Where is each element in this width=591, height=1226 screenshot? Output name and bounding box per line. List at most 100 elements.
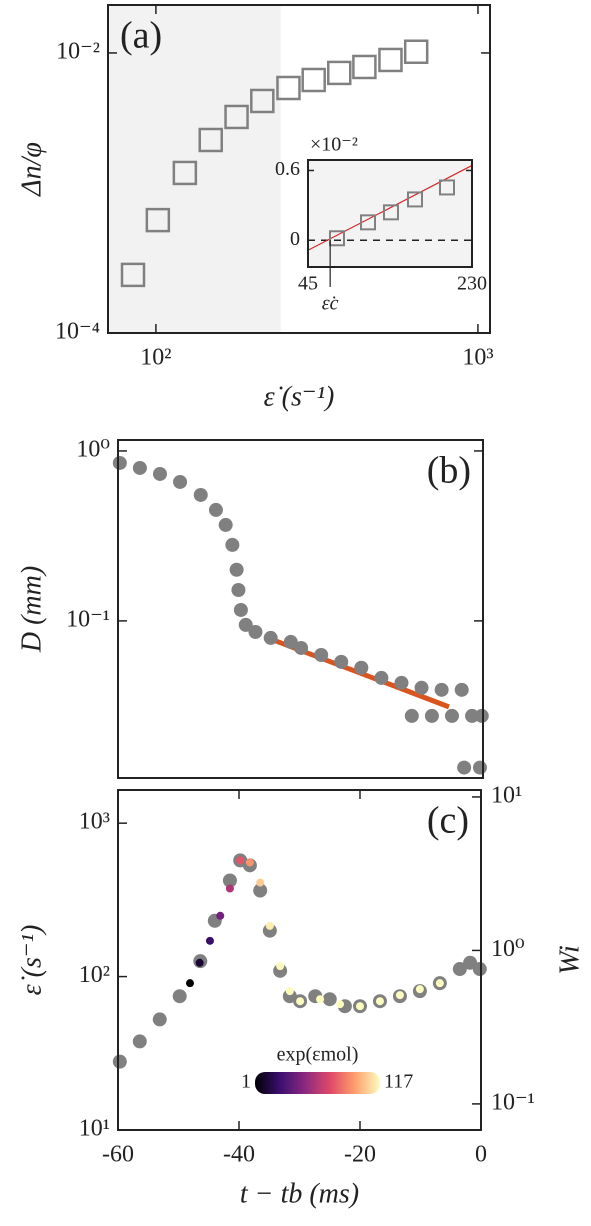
- data-point: [444, 708, 459, 723]
- data-point: [276, 962, 285, 971]
- x-tick-label: -40: [223, 1142, 255, 1168]
- data-point: [334, 654, 349, 669]
- y2-tick-label: 10¹: [491, 782, 522, 808]
- y2-axis-label: Wi: [554, 945, 585, 975]
- data-point: [248, 624, 263, 639]
- y2-tick-label: 10⁰: [491, 936, 525, 962]
- data-point: [198, 127, 223, 153]
- colorbar-tick-label: 1: [241, 1071, 251, 1093]
- data-point: [229, 562, 244, 577]
- plot-frame: [117, 439, 484, 779]
- x-tick-label: 230: [457, 273, 487, 295]
- panel-label: (c): [427, 800, 469, 842]
- data-point: [265, 921, 274, 930]
- data-point: [406, 191, 423, 208]
- data-point: [375, 997, 384, 1006]
- data-point: [263, 630, 278, 645]
- plot-frame: [117, 789, 482, 1131]
- data-point: [404, 708, 419, 723]
- threshold-label: ε̇c: [322, 293, 339, 315]
- data-point: [395, 991, 404, 1000]
- data-point: [285, 987, 294, 996]
- colorbar: [255, 1072, 380, 1094]
- y-axis-label: Δn/φ: [16, 142, 47, 197]
- data-point: [424, 708, 439, 723]
- data-point: [216, 911, 225, 920]
- data-point: [132, 1034, 147, 1049]
- data-point: [296, 997, 305, 1006]
- data-point: [301, 67, 326, 93]
- data-point: [238, 617, 253, 632]
- data-point: [225, 537, 240, 552]
- axis-multiplier: ×10⁻²: [310, 134, 358, 156]
- y2-tick-label: 10⁻¹: [491, 1089, 535, 1115]
- data-point: [231, 582, 246, 597]
- data-point: [457, 760, 472, 775]
- data-point: [145, 207, 171, 233]
- panel-label: (a): [120, 15, 162, 57]
- data-point: [382, 204, 399, 221]
- data-point: [233, 602, 248, 617]
- data-point: [378, 47, 403, 73]
- data-point: [208, 502, 223, 517]
- data-point: [374, 670, 389, 685]
- x-tick-label: 45: [298, 273, 318, 295]
- shaded-region: [108, 5, 281, 333]
- data-point: [352, 54, 377, 80]
- data-point: [439, 179, 456, 196]
- data-point: [336, 1000, 345, 1009]
- data-point: [314, 647, 329, 662]
- data-point: [435, 979, 444, 988]
- data-point: [205, 936, 214, 945]
- y-tick-label: 10⁻²: [56, 38, 100, 64]
- data-point: [452, 962, 467, 977]
- panel-label: (b): [427, 450, 471, 492]
- y-tick-label: 10⁻⁴: [55, 319, 100, 345]
- data-point: [112, 455, 127, 470]
- y-tick-label: 0.6: [275, 158, 300, 180]
- data-point: [394, 675, 409, 690]
- y-axis-label: D (mm): [16, 566, 47, 653]
- data-point: [185, 979, 194, 988]
- y-tick-label: 10¹: [79, 1116, 110, 1142]
- data-point: [414, 680, 429, 695]
- y-tick-label: 10²: [79, 962, 110, 988]
- data-point: [403, 39, 429, 64]
- data-point: [356, 1002, 364, 1011]
- plot-frame: [307, 159, 473, 268]
- data-point: [222, 873, 237, 888]
- data-point: [472, 962, 487, 977]
- data-point: [218, 517, 233, 532]
- data-point: [193, 487, 208, 502]
- x-tick-label: 10³: [462, 345, 493, 371]
- data-point: [328, 230, 345, 247]
- data-point: [354, 660, 369, 675]
- data-point: [360, 214, 377, 231]
- data-point: [294, 640, 309, 655]
- data-point: [472, 760, 487, 775]
- data-point: [245, 858, 254, 867]
- data-point: [415, 985, 424, 994]
- plot-background: [118, 440, 483, 778]
- data-point: [327, 60, 352, 86]
- data-point: [454, 682, 469, 697]
- data-point: [112, 1054, 127, 1069]
- x-axis-label: t − tb (ms): [240, 1178, 359, 1209]
- data-point: [172, 989, 187, 1004]
- data-point: [152, 466, 167, 481]
- x-tick-label: -20: [344, 1142, 376, 1168]
- data-point: [132, 460, 147, 475]
- data-point: [120, 262, 146, 288]
- colorbar-label: exp(εmol): [277, 1044, 359, 1066]
- y-tick-label: 0: [290, 228, 300, 250]
- data-point: [276, 75, 301, 101]
- data-point: [173, 474, 188, 489]
- x-tick-label: 0: [475, 1142, 487, 1168]
- data-point: [434, 682, 449, 697]
- data-point: [236, 856, 245, 865]
- data-point: [152, 1012, 167, 1027]
- data-point: [322, 992, 337, 1007]
- x-axis-label: ε̇ (s⁻¹): [264, 381, 335, 412]
